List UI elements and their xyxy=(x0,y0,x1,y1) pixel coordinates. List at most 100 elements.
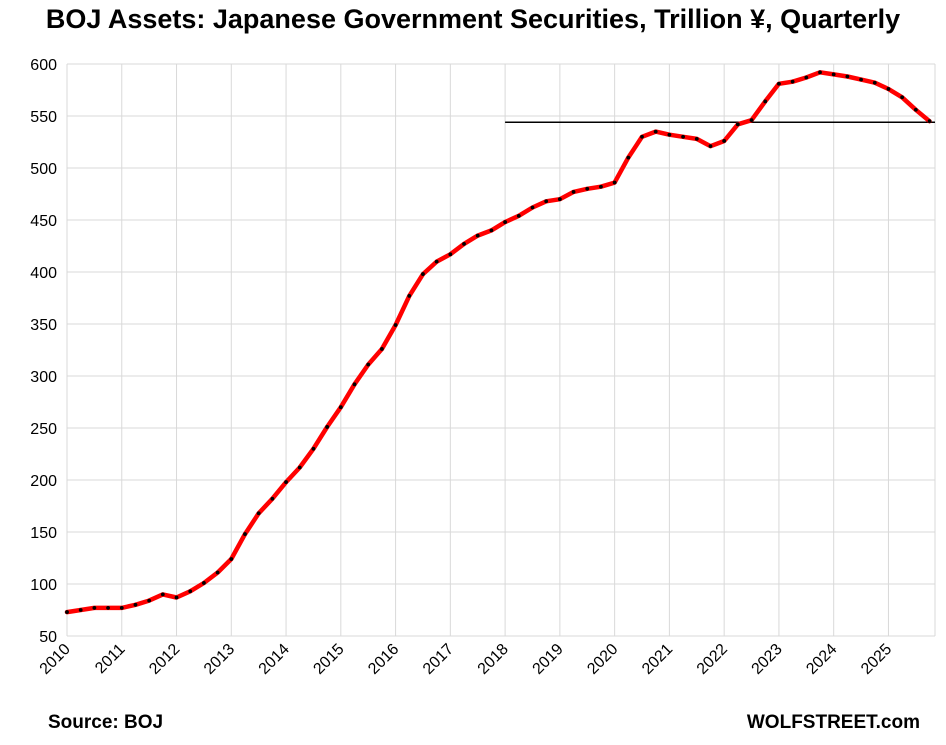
series-line xyxy=(64,70,932,615)
x-tick-label: 2015 xyxy=(310,641,347,678)
data-point xyxy=(92,606,97,610)
y-gridlines xyxy=(67,63,935,637)
y-tick-label: 350 xyxy=(30,317,57,334)
x-tick-label: 2023 xyxy=(749,641,786,678)
data-point xyxy=(489,228,494,233)
x-tick-label: 2012 xyxy=(146,641,183,678)
x-tick-label: 2017 xyxy=(420,641,457,678)
data-point xyxy=(434,259,439,264)
data-point xyxy=(215,570,220,575)
data-point xyxy=(681,134,685,139)
data-point xyxy=(352,382,357,387)
x-tick-label: 2016 xyxy=(365,641,402,678)
y-tick-label: 550 xyxy=(30,109,57,126)
data-point xyxy=(544,199,549,204)
data-point xyxy=(338,405,343,410)
data-point xyxy=(284,480,288,484)
data-point xyxy=(667,132,672,137)
data-point xyxy=(735,122,740,127)
data-point xyxy=(516,213,521,218)
x-tick-label: 2014 xyxy=(256,641,293,678)
y-tick-label: 400 xyxy=(30,265,57,282)
x-tick-label: 2025 xyxy=(858,641,895,678)
brand-watermark: WOLFSTREET.com xyxy=(746,712,920,733)
y-tick-label: 150 xyxy=(30,525,57,542)
data-point xyxy=(119,606,124,610)
data-point xyxy=(612,180,617,185)
series-group xyxy=(64,70,932,615)
data-point xyxy=(777,81,781,86)
data-point xyxy=(927,119,932,124)
x-tick-label: 2021 xyxy=(639,641,676,678)
data-point xyxy=(311,446,316,451)
x-tick-label: 2011 xyxy=(92,641,128,677)
data-point xyxy=(571,190,576,194)
data-point xyxy=(475,233,480,238)
y-tick-label: 300 xyxy=(30,369,57,386)
data-point xyxy=(872,80,877,85)
data-point xyxy=(147,598,152,603)
y-tick-label: 450 xyxy=(30,213,57,230)
data-point xyxy=(106,606,110,610)
data-point xyxy=(845,74,850,79)
data-point xyxy=(599,184,603,189)
data-point xyxy=(229,557,234,561)
x-tick-label: 2018 xyxy=(475,641,512,678)
x-gridlines xyxy=(66,64,936,636)
data-point xyxy=(188,589,193,594)
x-axis-tick-labels: 2010 2011 2012 2013 2014 2015 2016 2017 2018 2019… xyxy=(37,641,896,678)
x-tick-label: 2024 xyxy=(803,641,840,678)
data-point xyxy=(270,496,275,501)
data-point xyxy=(503,220,508,224)
data-point xyxy=(366,362,371,367)
data-point xyxy=(900,95,905,100)
source-note: Source: BOJ xyxy=(48,712,164,733)
data-point xyxy=(722,139,727,143)
data-point xyxy=(78,608,83,612)
y-tick-label: 50 xyxy=(39,629,57,646)
y-axis-tick-labels: 50 100 150 200 250 300 350 400 450 500 550 600 xyxy=(30,57,57,646)
x-tick-label: 2019 xyxy=(530,641,567,678)
data-point xyxy=(133,602,138,607)
data-point xyxy=(557,197,562,202)
data-point xyxy=(174,595,179,600)
data-point xyxy=(462,242,466,246)
data-point xyxy=(831,72,836,77)
data-point xyxy=(763,99,768,104)
data-point xyxy=(421,272,425,276)
data-point xyxy=(804,75,809,80)
data-point xyxy=(585,186,590,191)
data-point xyxy=(243,532,247,536)
data-point xyxy=(379,347,384,351)
y-tick-label: 200 xyxy=(30,473,57,490)
y-tick-label: 500 xyxy=(30,161,57,178)
data-point xyxy=(65,610,69,614)
data-point xyxy=(448,252,453,257)
data-point xyxy=(886,87,891,91)
data-point xyxy=(859,77,863,82)
x-tick-label: 2010 xyxy=(37,641,74,678)
y-tick-label: 100 xyxy=(30,577,57,594)
chart-title: BOJ Assets: Japanese Government Securiti… xyxy=(45,4,901,34)
data-point xyxy=(325,425,330,429)
x-tick-label: 2013 xyxy=(201,641,238,678)
data-point xyxy=(708,144,713,149)
data-point xyxy=(393,323,398,327)
y-tick-label: 250 xyxy=(30,421,57,438)
data-point xyxy=(407,294,412,298)
x-tick-label: 2020 xyxy=(584,641,621,678)
data-point xyxy=(202,581,206,585)
y-tick-label: 600 xyxy=(30,57,57,74)
data-point xyxy=(640,134,644,139)
data-point xyxy=(160,592,165,597)
data-point xyxy=(694,136,699,141)
data-point xyxy=(626,155,631,160)
data-point xyxy=(818,70,822,75)
data-point xyxy=(256,511,261,516)
data-point xyxy=(913,107,918,112)
data-point xyxy=(297,465,302,470)
data-point xyxy=(653,129,658,134)
data-point xyxy=(790,79,795,84)
x-tick-label: 2022 xyxy=(694,641,731,678)
